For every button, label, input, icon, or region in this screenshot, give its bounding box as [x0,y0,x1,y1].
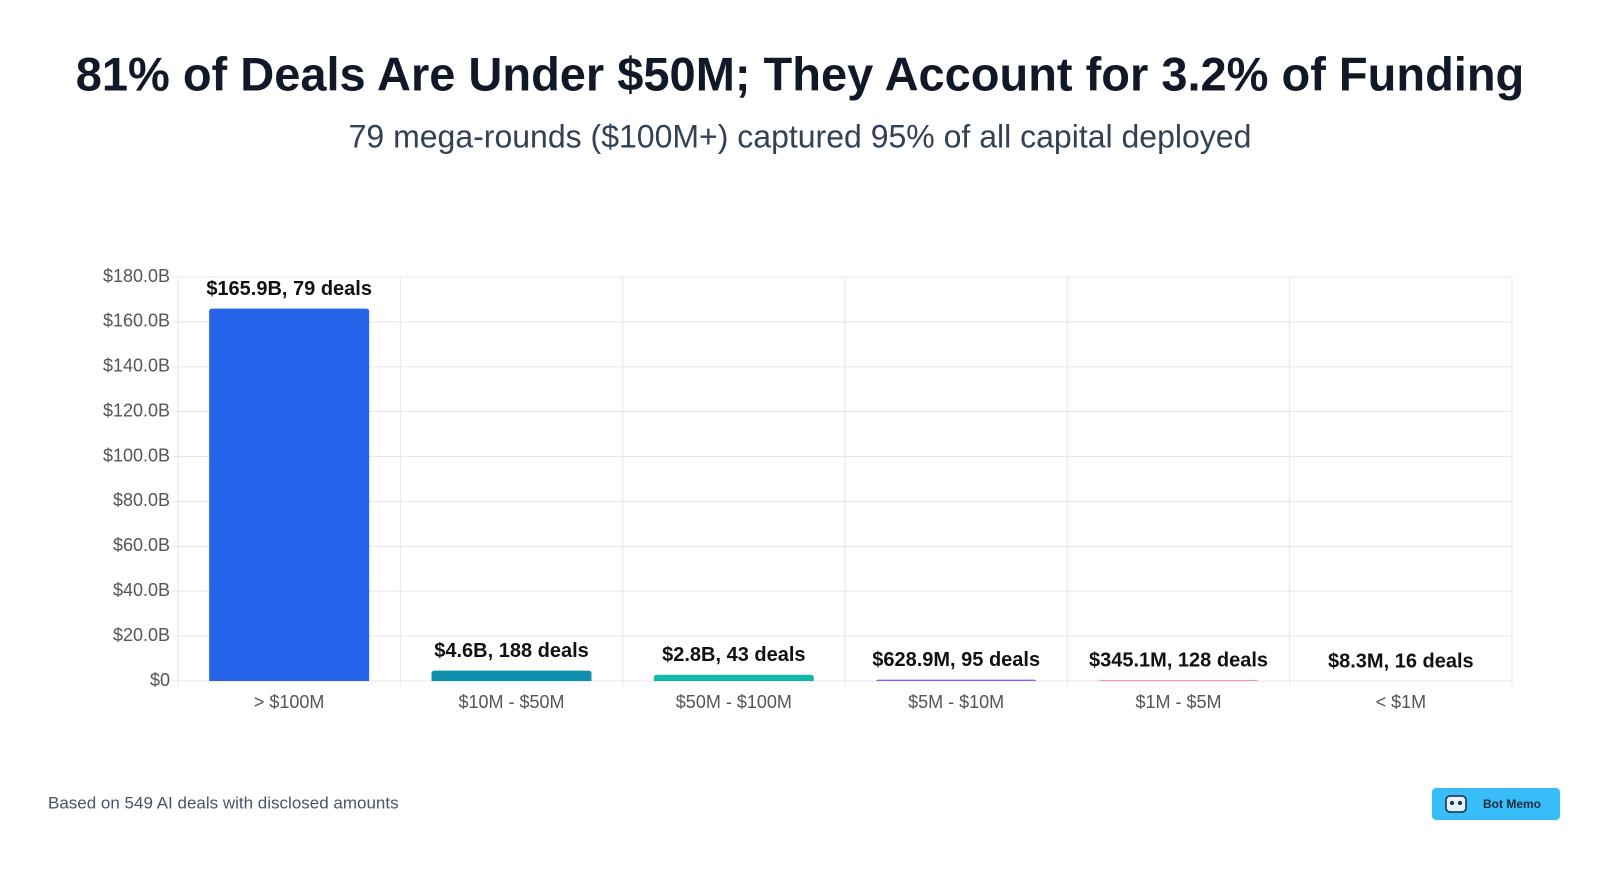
bar [876,680,1036,681]
badge-icon [1446,796,1466,812]
value-label: $345.1M, 128 deals [1089,650,1268,672]
value-label: $628.9M, 95 deals [872,649,1040,671]
chart-subtitle: 79 mega-rounds ($100M+) captured 95% of … [349,118,1252,154]
x-tick-label: > $100M [254,692,325,712]
bar [209,309,369,681]
y-tick-label: $100.0B [103,445,170,465]
y-tick-label: $60.0B [113,535,170,555]
bar [654,675,814,681]
y-tick-label: $160.0B [103,311,170,331]
y-tick-label: $140.0B [103,356,170,376]
bar [432,671,592,681]
x-tick-label: < $1M [1376,692,1427,712]
y-tick-label: $40.0B [113,580,170,600]
value-label: $165.9B, 79 deals [206,278,372,300]
x-tick-label: $5M - $10M [908,692,1004,712]
badge-text: Bot Memo [1483,797,1541,811]
x-tick-label: $50M - $100M [676,692,792,712]
y-tick-label: $120.0B [103,400,170,420]
value-label: $2.8B, 43 deals [662,644,805,666]
x-tick-label: $1M - $5M [1135,692,1221,712]
y-tick-label: $20.0B [113,625,170,645]
y-tick-label: $180.0B [103,266,170,286]
badge: Bot Memo [1432,788,1560,820]
y-tick-label: $0 [150,670,170,690]
y-tick-label: $80.0B [113,490,170,510]
badge-icon [1450,801,1454,805]
badge-icon [1458,801,1462,805]
footnote: Based on 549 AI deals with disclosed amo… [48,793,399,812]
x-tick-label: $10M - $50M [458,692,564,712]
value-label: $8.3M, 16 deals [1328,650,1474,672]
bar [1099,680,1259,681]
chart-title: 81% of Deals Are Under $50M; They Accoun… [76,47,1525,100]
value-label: $4.6B, 188 deals [434,640,589,662]
